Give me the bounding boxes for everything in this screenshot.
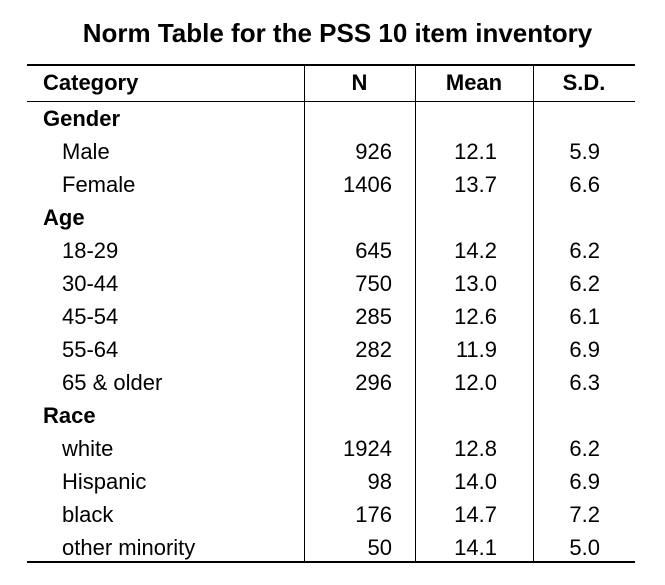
- row-label: black: [62, 502, 114, 527]
- cell-sd: 6.2: [569, 271, 600, 296]
- cell-mean: 11.9: [455, 337, 497, 362]
- column-divider-n: [304, 64, 305, 562]
- cell-n: 1924: [343, 436, 392, 461]
- header-mean: Mean: [445, 70, 503, 95]
- row-label: Male: [62, 139, 110, 164]
- cell-sd: 6.6: [569, 172, 600, 197]
- cell-mean: 12.8: [454, 436, 497, 461]
- cell-mean: 14.7: [454, 502, 497, 527]
- cell-n: 1406: [343, 172, 392, 197]
- cell-n: 285: [355, 304, 392, 329]
- row-label: white: [62, 436, 114, 461]
- row-label: 30-44: [62, 271, 119, 296]
- row-label: 18-29: [62, 238, 119, 263]
- cell-mean: 14.2: [454, 238, 497, 263]
- cell-mean: 12.0: [454, 370, 497, 395]
- cell-sd: 6.1: [569, 304, 600, 329]
- cell-n: 98: [367, 469, 392, 494]
- cell-n: 750: [355, 271, 392, 296]
- header-category: Category: [43, 70, 139, 95]
- row-label: Hispanic: [62, 469, 147, 494]
- table-title: Norm Table for the PSS 10 item inventory: [82, 18, 593, 48]
- cell-sd: 6.3: [569, 370, 600, 395]
- cell-mean: 14.1: [454, 535, 497, 560]
- cell-sd: 6.9: [569, 469, 600, 494]
- cell-mean: 14.0: [454, 469, 497, 494]
- cell-n: 176: [355, 502, 392, 527]
- column-divider-sd: [533, 64, 534, 562]
- cell-n: 645: [355, 238, 392, 263]
- row-label: Female: [62, 172, 136, 197]
- cell-sd: 6.2: [569, 436, 600, 461]
- cell-mean: 13.0: [454, 271, 497, 296]
- row-label: 45-54: [62, 304, 119, 329]
- cell-sd: 7.2: [569, 502, 600, 527]
- header-n: N: [351, 70, 368, 95]
- row-label: 65 & older: [62, 370, 163, 395]
- row-label: other minority: [62, 535, 196, 560]
- table-top-rule: [27, 64, 635, 66]
- cell-mean: 13.7: [454, 172, 497, 197]
- header-rule: [27, 101, 635, 102]
- row-label: 55-64: [62, 337, 119, 362]
- cell-n: 282: [355, 337, 392, 362]
- group-heading: Gender: [43, 106, 121, 131]
- header-sd: S.D.: [562, 70, 606, 95]
- cell-n: 50: [367, 535, 392, 560]
- group-heading: Age: [43, 205, 85, 230]
- table-bottom-rule: [27, 561, 635, 563]
- cell-mean: 12.6: [454, 304, 497, 329]
- cell-sd: 6.9: [569, 337, 600, 362]
- column-divider-mean: [415, 64, 416, 562]
- cell-sd: 6.2: [569, 238, 600, 263]
- group-heading: Race: [43, 403, 96, 428]
- cell-sd: 5.0: [569, 535, 600, 560]
- cell-mean: 12.1: [454, 139, 497, 164]
- cell-n: 926: [355, 139, 392, 164]
- cell-sd: 5.9: [569, 139, 600, 164]
- cell-n: 296: [355, 370, 392, 395]
